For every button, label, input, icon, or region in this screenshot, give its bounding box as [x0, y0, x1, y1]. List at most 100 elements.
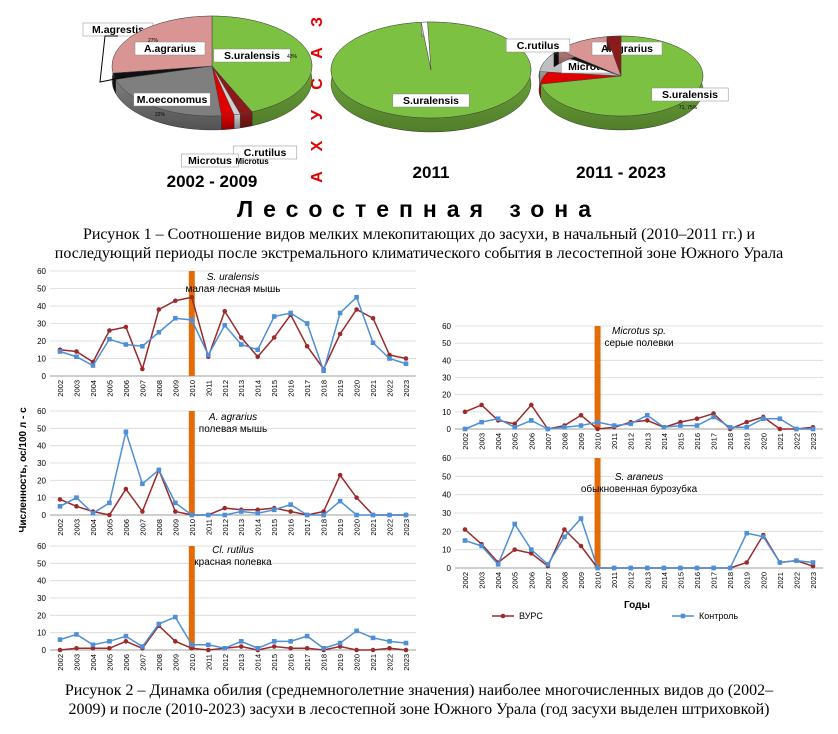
x-tick-label: 2006: [122, 519, 131, 536]
x-tick-label: 2014: [660, 433, 669, 450]
pie-slice-shade: [221, 114, 235, 130]
data-point-vurs: [370, 315, 376, 321]
drought-label-letter: А: [309, 47, 326, 59]
x-tick-label: 2014: [254, 519, 263, 536]
data-point-vurs: [222, 308, 228, 314]
data-point-vurs: [173, 509, 178, 514]
figure1-caption-line1: Рисунок 1 – Соотношение видов мелких мле…: [82, 226, 756, 243]
data-point-control: [74, 354, 79, 360]
data-point-control: [694, 423, 700, 428]
data-point-control: [173, 500, 178, 506]
y-tick-label: 40: [37, 577, 46, 586]
y-tick-label: 10: [37, 355, 46, 364]
drought-label-letter: А: [309, 171, 326, 183]
data-point-control: [354, 512, 359, 518]
pie-extra-label: Microtus: [235, 157, 269, 166]
data-point-control: [107, 336, 112, 342]
data-point-vurs: [354, 647, 359, 653]
line-chart-3: 0 10 20 30 40 50 60 2002 2003 2004 2005 2006 2007 200…: [37, 542, 416, 671]
y-tick-label: 60: [442, 454, 451, 463]
series-line-vurs: [59, 467, 406, 516]
data-point-control: [321, 645, 326, 651]
data-point-vurs: [140, 509, 145, 514]
pie-slice: [211, 15, 313, 113]
data-point-control: [628, 421, 634, 427]
y-tick-label: 10: [37, 494, 46, 503]
x-tick-label: 2007: [138, 519, 147, 536]
x-tick-label: 2002: [56, 380, 65, 397]
x-tick-label: 2016: [287, 519, 296, 536]
x-tick-label: 2013: [237, 654, 246, 671]
x-tick-label: 2022: [386, 519, 395, 536]
pie-slice-value: 43%: [287, 54, 298, 60]
x-tick-label: 2004: [494, 433, 503, 450]
data-point-control: [595, 565, 600, 571]
pie-period-label: 2011: [413, 163, 450, 182]
x-tick-label: 2013: [237, 519, 246, 536]
x-tick-label: 2019: [336, 519, 345, 536]
line-chart-4: 0 10 20 30 40 50 60 2002 2003 2004 2005 2006 2007 200…: [442, 322, 823, 450]
legend: ВУРС Контроль: [492, 611, 738, 621]
data-point-control: [222, 512, 228, 518]
x-tick-label: 2018: [726, 572, 735, 589]
x-tick-label: 2006: [527, 572, 536, 589]
series-line-vurs: [59, 296, 407, 372]
x-tick-label: 2008: [155, 654, 164, 671]
data-point-vurs: [271, 644, 277, 649]
x-tick-label: 2009: [171, 654, 180, 671]
data-point-control: [123, 633, 129, 639]
pie-slice-value: 22%: [155, 112, 166, 118]
pie-chart-2: S.uralensis 2011: [330, 21, 532, 182]
data-point-control: [512, 521, 518, 527]
series-line-vurs: [464, 403, 814, 430]
data-point-control: [495, 416, 501, 421]
data-point-control: [711, 414, 716, 420]
data-point-vurs: [744, 560, 750, 565]
drought-label-letter: С: [309, 78, 326, 90]
line-chart-1: 0 10 20 30 40 50 60 2002 2003 2004 2005 2006 2007 200…: [37, 267, 416, 397]
data-point-control: [578, 516, 584, 521]
data-point-vurs: [271, 335, 277, 340]
chart-title-ru: обыкновенная бурозубка: [581, 483, 698, 495]
data-point-vurs: [107, 512, 112, 518]
data-point-control: [205, 352, 211, 358]
x-tick-label: 2023: [402, 380, 411, 397]
data-point-vurs: [238, 644, 244, 649]
data-point-control: [205, 642, 211, 648]
data-point-vurs: [370, 647, 376, 653]
y-tick-label: 30: [37, 320, 46, 329]
x-tick-label: 2009: [171, 380, 180, 397]
x-tick-label: 2017: [710, 572, 719, 589]
x-tick-label: 2008: [560, 572, 569, 589]
x-tick-label: 2003: [478, 572, 487, 589]
data-point-vurs: [694, 416, 700, 422]
data-point-vurs: [744, 419, 750, 425]
data-point-control: [255, 645, 261, 651]
x-tick-label: 2007: [138, 380, 147, 397]
y-tick-label: 50: [442, 339, 451, 348]
drought-year-bar: [188, 271, 195, 376]
x-tick-label: 2017: [303, 519, 312, 536]
y-tick-label: 30: [442, 509, 451, 518]
data-point-control: [810, 560, 816, 565]
pie-charts: S.uralensis 43%C.rutilusMicrotusM.oeconom…: [82, 15, 729, 191]
y-tick-label: 40: [37, 442, 46, 451]
x-tick-label: 2006: [527, 433, 536, 450]
drought-year-bar: [188, 411, 195, 515]
data-point-vurs: [810, 563, 816, 569]
data-point-vurs: [403, 647, 409, 653]
pie-slice: [420, 21, 432, 71]
pie-slice-label: S.uralensis: [403, 95, 459, 107]
legend-label-control: Контроль: [699, 611, 738, 621]
pie-slice-label-box: [651, 87, 729, 102]
data-point-vurs: [644, 418, 650, 423]
x-tick-label: 2012: [221, 519, 230, 536]
x-tick-label: 2005: [511, 433, 520, 450]
pie-slice-label: C.rutilus: [244, 147, 287, 159]
pie-slice-value: 27%: [148, 38, 159, 44]
series-line-control: [464, 414, 813, 430]
legend-marker-control: [680, 613, 686, 619]
data-point-control: [595, 419, 600, 425]
x-tick-label: 2011: [610, 572, 619, 588]
